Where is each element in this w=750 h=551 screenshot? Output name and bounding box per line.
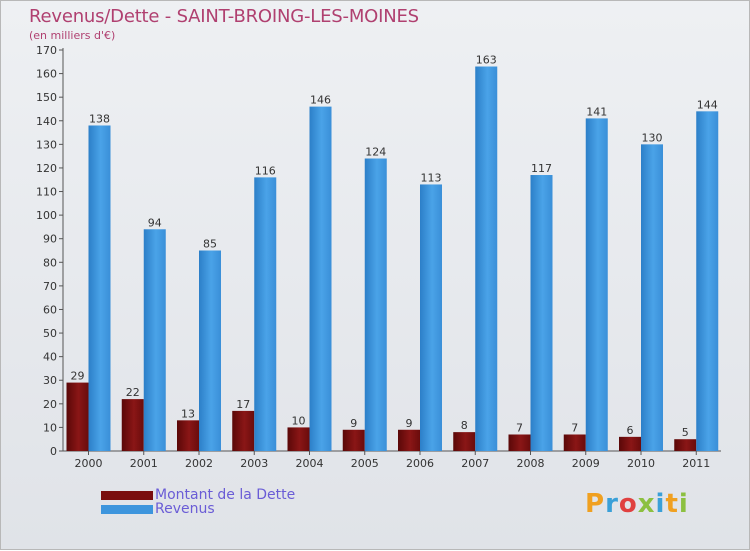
y-tick-label: 20 bbox=[43, 398, 57, 411]
data-label-revenue: 144 bbox=[697, 98, 718, 111]
data-label-revenue: 113 bbox=[421, 171, 442, 184]
bar-revenue bbox=[364, 158, 387, 451]
x-tick-label: 2002 bbox=[185, 457, 213, 470]
y-tick-label: 70 bbox=[43, 280, 57, 293]
x-tick-label: 2008 bbox=[517, 457, 545, 470]
bar-revenue bbox=[143, 229, 166, 451]
bar-revenue bbox=[696, 111, 719, 452]
y-tick-label: 50 bbox=[43, 327, 57, 340]
data-label-debt: 6 bbox=[627, 424, 634, 437]
y-tick-label: 0 bbox=[50, 445, 57, 458]
legend-swatch-debt bbox=[101, 490, 153, 500]
x-tick-label: 2006 bbox=[406, 457, 434, 470]
data-label-revenue: 124 bbox=[365, 146, 386, 159]
bar-revenue bbox=[309, 106, 332, 452]
data-label-debt: 17 bbox=[236, 398, 250, 411]
proxiti-logo: Proxiti bbox=[585, 489, 689, 519]
x-tick-label: 2010 bbox=[627, 457, 655, 470]
bar-revenue bbox=[254, 177, 277, 451]
y-tick-label: 150 bbox=[36, 91, 57, 104]
bar-revenue bbox=[475, 66, 498, 451]
data-label-debt: 13 bbox=[181, 407, 195, 420]
y-tick-label: 40 bbox=[43, 351, 57, 364]
data-label-debt: 5 bbox=[682, 426, 689, 439]
data-label-debt: 9 bbox=[350, 417, 357, 430]
x-tick-label: 2000 bbox=[75, 457, 103, 470]
x-tick-label: 2011 bbox=[682, 457, 710, 470]
data-label-revenue: 94 bbox=[148, 216, 162, 229]
bar-debt bbox=[398, 429, 420, 451]
bar-debt bbox=[342, 429, 365, 451]
bar-revenue bbox=[199, 250, 221, 451]
bar-debt bbox=[177, 420, 199, 451]
y-tick-label: 100 bbox=[36, 209, 57, 222]
bar-debt bbox=[619, 436, 641, 451]
chart-title: Revenus/Dette - SAINT-BROING-LES-MOINES bbox=[29, 6, 419, 27]
data-label-revenue: 85 bbox=[203, 238, 217, 251]
x-tick-label: 2005 bbox=[351, 457, 379, 470]
y-tick-label: 170 bbox=[36, 44, 57, 57]
x-tick-label: 2007 bbox=[461, 457, 489, 470]
data-label-debt: 10 bbox=[292, 414, 306, 427]
bar-revenue bbox=[420, 184, 442, 451]
bar-debt bbox=[121, 399, 144, 451]
bar-revenue bbox=[530, 175, 553, 452]
y-tick-label: 120 bbox=[36, 162, 57, 175]
data-label-revenue: 116 bbox=[255, 164, 276, 177]
bar-revenue bbox=[585, 118, 608, 451]
x-tick-label: 2009 bbox=[572, 457, 600, 470]
data-label-revenue: 117 bbox=[531, 162, 552, 175]
x-tick-label: 2001 bbox=[130, 457, 158, 470]
y-tick-label: 130 bbox=[36, 138, 57, 151]
data-label-debt: 8 bbox=[461, 419, 468, 432]
legend-swatch-revenue bbox=[101, 504, 153, 514]
data-label-revenue: 146 bbox=[310, 94, 331, 107]
y-tick-label: 90 bbox=[43, 233, 57, 246]
legend-item-revenue: Revenus bbox=[101, 501, 215, 517]
data-label-debt: 29 bbox=[71, 370, 85, 383]
legend-item-debt: Montant de la Dette bbox=[101, 487, 296, 503]
y-tick-label: 30 bbox=[43, 374, 57, 387]
legend-label-revenue: Revenus bbox=[155, 501, 215, 517]
data-label-revenue: 141 bbox=[586, 105, 607, 118]
bar-debt bbox=[66, 382, 89, 451]
y-tick-label: 80 bbox=[43, 256, 57, 269]
bar-revenue bbox=[641, 144, 663, 451]
y-tick-label: 140 bbox=[36, 115, 57, 128]
y-tick-label: 160 bbox=[36, 68, 57, 81]
chart-subtitle: (en milliers d'€) bbox=[29, 29, 116, 42]
data-label-debt: 22 bbox=[126, 386, 140, 399]
data-label-debt: 9 bbox=[406, 417, 413, 430]
data-label-debt: 7 bbox=[571, 421, 578, 434]
bar-debt bbox=[232, 410, 255, 451]
bar-debt bbox=[453, 432, 476, 451]
data-label-revenue: 138 bbox=[89, 112, 110, 125]
data-label-debt: 7 bbox=[516, 421, 523, 434]
y-tick-label: 10 bbox=[43, 421, 57, 434]
bar-debt bbox=[508, 434, 531, 451]
data-label-revenue: 130 bbox=[642, 131, 663, 144]
bar-debt bbox=[674, 439, 697, 451]
bar-debt bbox=[563, 434, 586, 451]
y-tick-label: 60 bbox=[43, 303, 57, 316]
legend-label-debt: Montant de la Dette bbox=[155, 487, 296, 503]
bar-debt bbox=[287, 427, 310, 451]
x-tick-label: 2003 bbox=[240, 457, 268, 470]
y-tick-label: 110 bbox=[36, 186, 57, 199]
x-tick-label: 2004 bbox=[296, 457, 324, 470]
data-label-revenue: 163 bbox=[476, 54, 497, 67]
bar-revenue bbox=[88, 125, 111, 451]
